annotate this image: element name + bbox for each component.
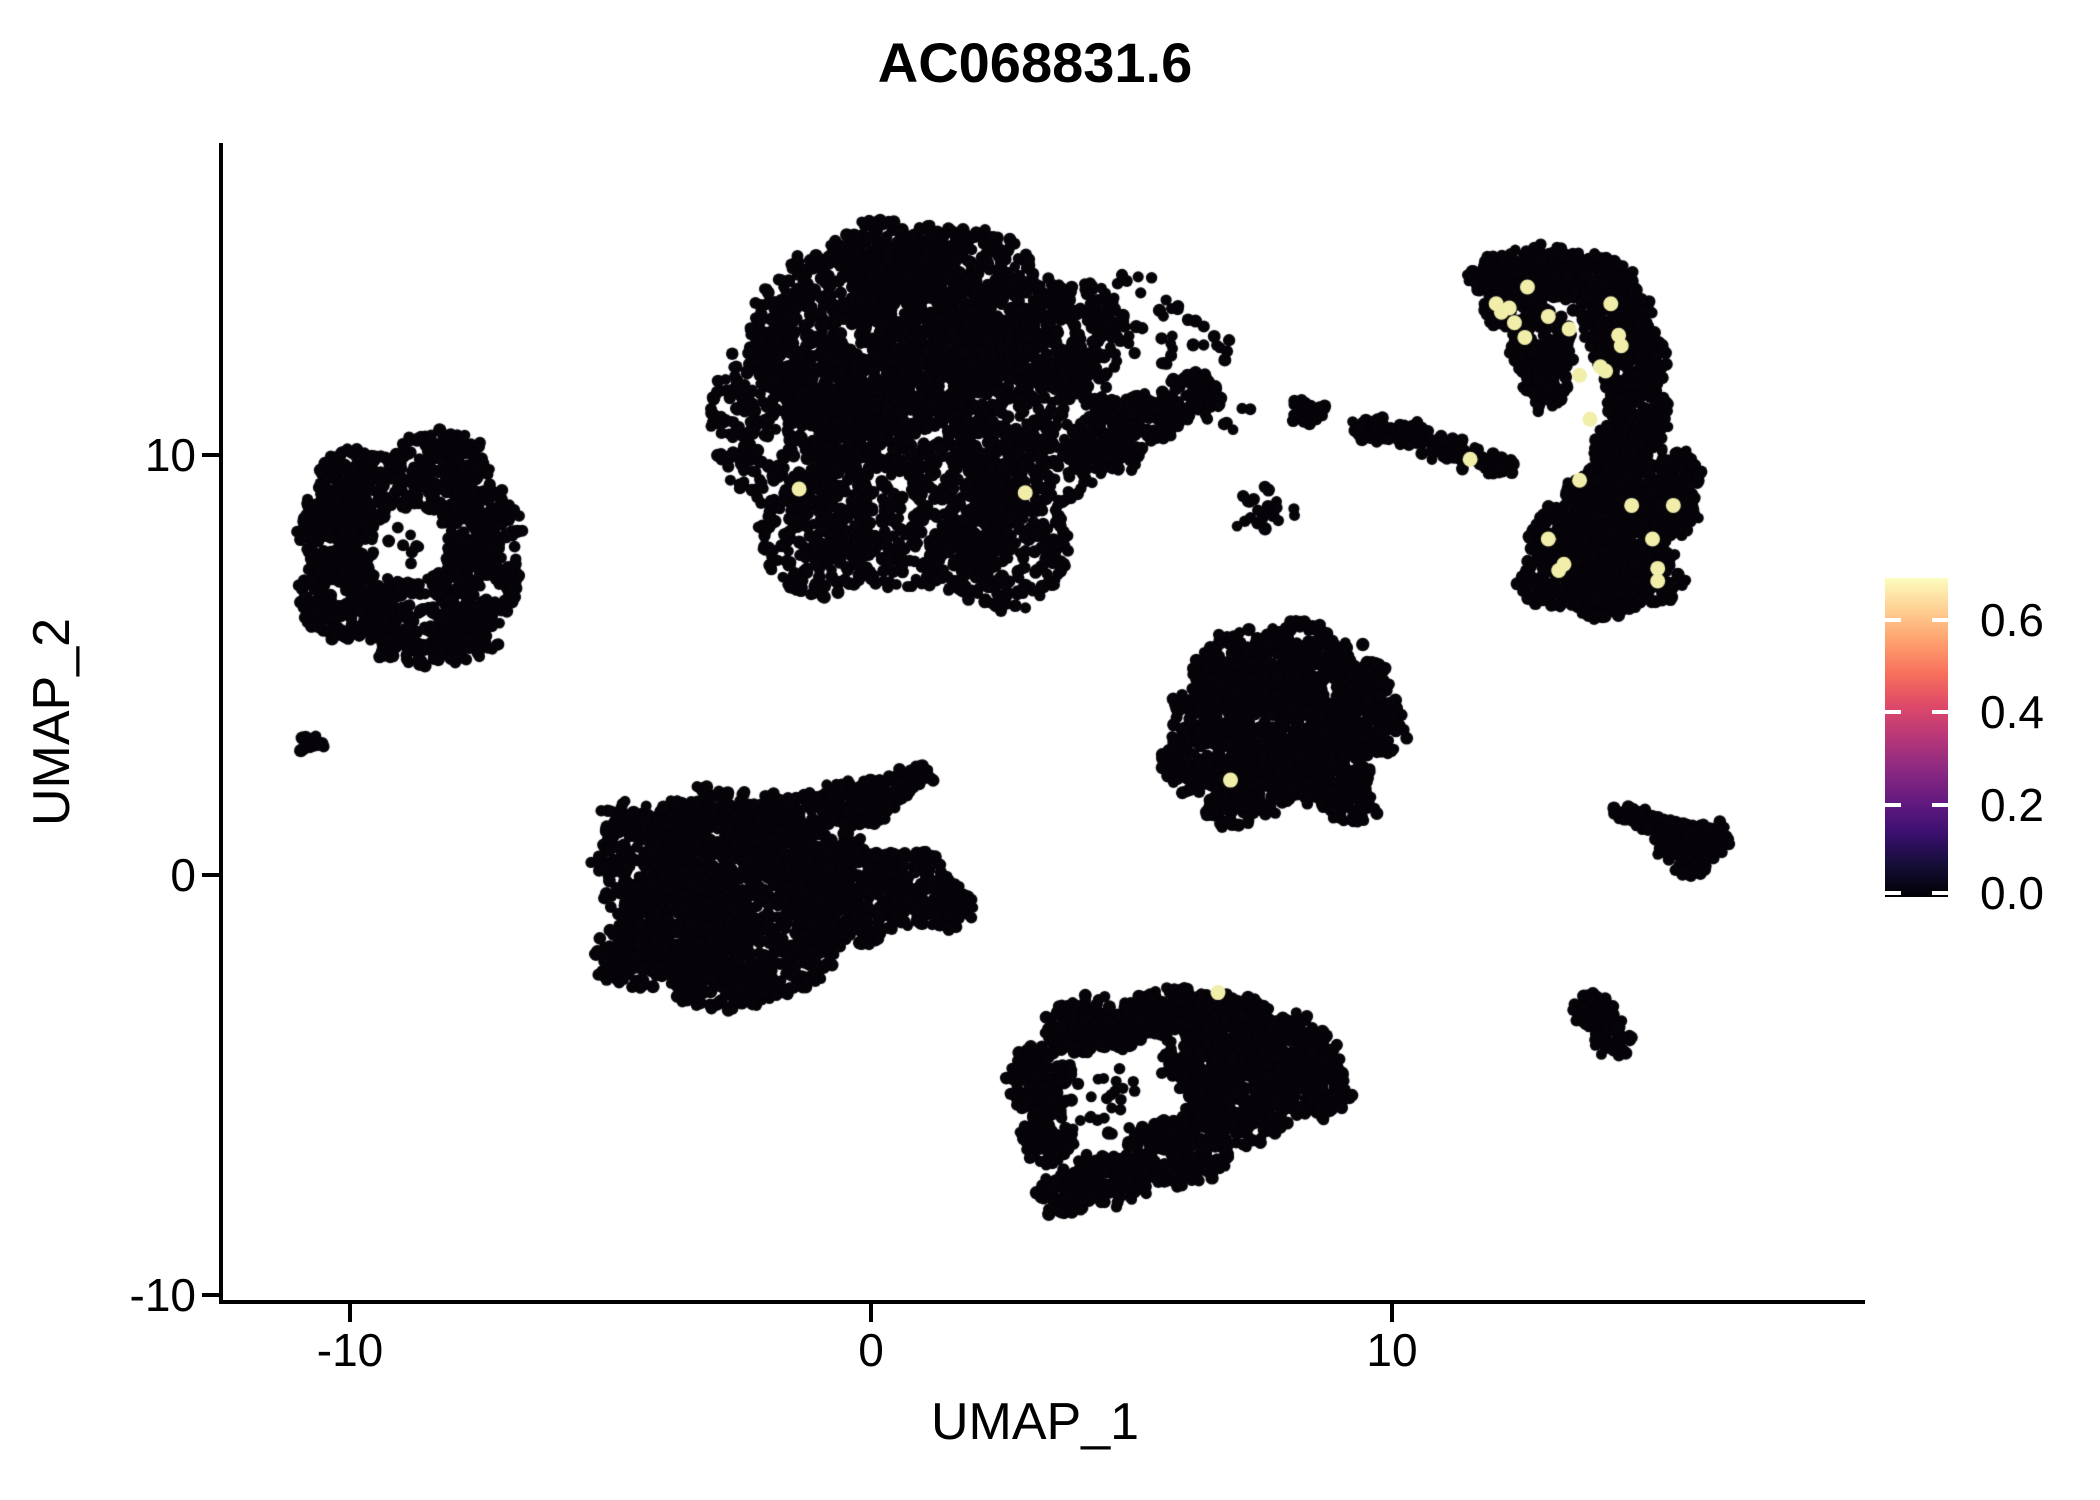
colorbar-tick-label: 0.2 — [1980, 779, 2044, 831]
x-axis-title: UMAP_1 — [930, 1393, 1140, 1451]
y-tick-mark — [202, 453, 220, 457]
colorbar-tick-label: 0.4 — [1980, 686, 2044, 738]
y-tick-label: 10 — [144, 429, 196, 481]
x-tick-mark — [348, 1304, 352, 1322]
colorbar-tick-mark — [1885, 803, 1901, 807]
y-tick-label: 0 — [170, 849, 196, 901]
colorbar-tick-mark — [1932, 710, 1948, 714]
x-tick-label: 10 — [1366, 1324, 1418, 1376]
x-tick-mark — [869, 1304, 873, 1322]
colorbar-tick-mark — [1885, 618, 1901, 622]
x-tick-mark — [1390, 1304, 1394, 1322]
colorbar-tick-mark — [1885, 891, 1901, 895]
y-axis-title: UMAP_2 — [23, 617, 81, 827]
colorbar-tick-mark — [1885, 710, 1901, 714]
x-axis-line — [219, 1300, 1865, 1304]
y-axis-line — [219, 143, 223, 1304]
y-tick-label: -10 — [129, 1269, 196, 1321]
colorbar-tick-label: 0.6 — [1980, 594, 2044, 646]
colorbar-tick-label: 0.0 — [1980, 867, 2044, 919]
colorbar-tick-mark — [1932, 803, 1948, 807]
colorbar-gradient — [1885, 578, 1948, 897]
colorbar-tick-mark — [1932, 618, 1948, 622]
x-tick-label: 0 — [858, 1324, 884, 1376]
x-tick-label: -10 — [316, 1324, 384, 1376]
plot-title: AC068831.6 — [877, 31, 1193, 94]
y-tick-mark — [202, 1293, 220, 1297]
y-tick-mark — [202, 873, 220, 877]
colorbar-tick-mark — [1932, 891, 1948, 895]
